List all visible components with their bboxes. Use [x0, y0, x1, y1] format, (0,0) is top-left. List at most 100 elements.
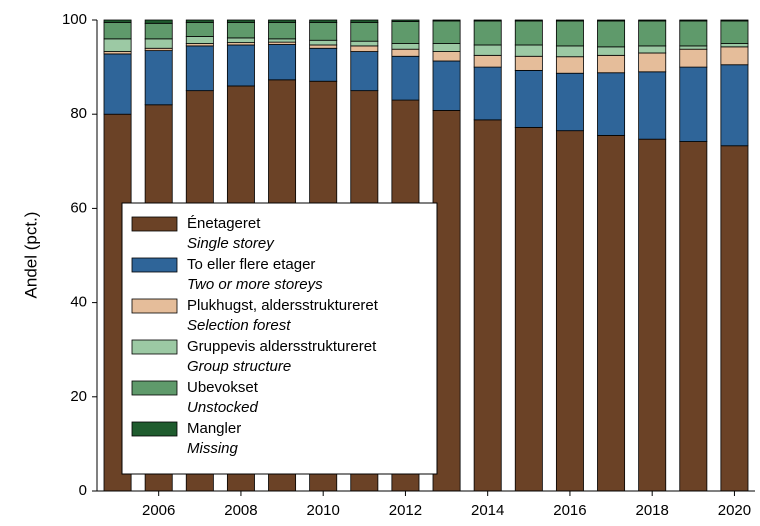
bar-segment	[350, 51, 379, 92]
bar-segment	[514, 55, 543, 71]
bar-segment	[144, 50, 173, 106]
legend-label-en: Group structure	[187, 358, 291, 375]
bar-segment	[555, 130, 584, 492]
bar-segment	[103, 53, 132, 115]
bar-segment	[555, 45, 584, 58]
y-tick-label: 20	[70, 388, 87, 405]
legend-label: Mangler	[187, 420, 241, 437]
bar-segment	[350, 45, 379, 52]
bar-segment	[638, 19, 667, 22]
bar-segment	[597, 134, 626, 492]
bar-segment	[309, 21, 338, 41]
bar-segment	[226, 44, 255, 87]
bar-segment	[391, 19, 420, 22]
bar-segment	[350, 19, 379, 23]
legend-swatch	[131, 298, 178, 314]
bar-segment	[391, 21, 420, 44]
bar-segment	[309, 39, 338, 46]
bar-segment	[185, 36, 214, 44]
bar-segment	[103, 38, 132, 52]
x-tick-label: 2016	[553, 502, 586, 519]
bar-segment	[597, 72, 626, 136]
legend-label: Ubevokset	[187, 379, 259, 396]
bar-segment	[514, 19, 543, 22]
bar-segment	[268, 44, 297, 81]
bar-segment	[103, 19, 132, 23]
bar-segment	[309, 19, 338, 23]
bar-segment	[103, 21, 132, 40]
legend-label: Énetageret	[187, 215, 261, 232]
bar-segment	[679, 20, 708, 47]
bar-segment	[679, 66, 708, 142]
bar-segment	[473, 119, 502, 492]
bar-segment	[268, 38, 297, 43]
legend-label-en: Selection forest	[187, 317, 291, 334]
bar-segment	[555, 20, 584, 47]
x-tick-label: 2014	[471, 502, 504, 519]
bar-segment	[226, 21, 255, 39]
x-tick-label: 2006	[142, 502, 175, 519]
y-tick-label: 0	[79, 482, 87, 499]
bar-segment	[185, 21, 214, 37]
bar-segment	[597, 46, 626, 56]
bar-segment	[514, 69, 543, 128]
bar-segment	[720, 46, 749, 66]
bar-segment	[432, 20, 461, 44]
y-axis-label: Andel (pct.)	[21, 212, 40, 299]
bar-segment	[144, 38, 173, 49]
bar-segment	[309, 47, 338, 82]
bar-segment	[720, 43, 749, 48]
bar-segment	[144, 22, 173, 40]
bar-segment	[350, 21, 379, 42]
bar-segment	[597, 54, 626, 74]
legend-swatch	[131, 339, 178, 355]
bar-segment	[185, 45, 214, 92]
bar-segment	[555, 72, 584, 132]
bar-segment	[514, 44, 543, 57]
bar-segment	[432, 19, 461, 22]
bar-segment	[720, 20, 749, 44]
x-tick-label: 2008	[224, 502, 257, 519]
bar-segment	[432, 43, 461, 52]
bar-segment	[350, 40, 379, 47]
bar-segment	[555, 19, 584, 22]
legend-swatch	[131, 380, 178, 396]
y-tick-label: 80	[70, 105, 87, 122]
bar-segment	[268, 19, 297, 23]
bar-segment	[391, 55, 420, 101]
bar-segment	[432, 60, 461, 111]
x-tick-label: 2020	[718, 502, 751, 519]
bar-segment	[555, 56, 584, 74]
bar-segment	[679, 48, 708, 68]
bar-segment	[514, 20, 543, 46]
bar-segment	[720, 64, 749, 147]
bar-segment	[391, 48, 420, 57]
legend-swatch	[131, 257, 178, 273]
y-tick-label: 40	[70, 294, 87, 311]
bar-segment	[473, 19, 502, 22]
legend-label: To eller flere etager	[187, 256, 315, 273]
bar-segment	[638, 45, 667, 54]
bar-segment	[185, 19, 214, 23]
bar-segment	[597, 19, 626, 22]
bar-segment	[144, 19, 173, 24]
bar-segment	[473, 54, 502, 68]
bar-segment	[638, 138, 667, 492]
bar-segment	[432, 51, 461, 62]
bar-segment	[226, 37, 255, 44]
legend-label: Plukhugst, aldersstruktureret	[187, 297, 379, 314]
bar-segment	[679, 19, 708, 22]
bar-segment	[268, 21, 297, 40]
bar-segment	[473, 66, 502, 121]
bar-segment	[473, 20, 502, 46]
bar-segment	[679, 141, 708, 492]
bar-segment	[679, 45, 708, 50]
legend-label-en: Unstocked	[187, 399, 259, 416]
legend-label-en: Single storey	[187, 235, 275, 252]
bar-segment	[638, 52, 667, 73]
bar-segment	[720, 19, 749, 22]
x-tick-label: 2010	[307, 502, 340, 519]
bar-segment	[473, 44, 502, 56]
bar-segment	[720, 145, 749, 492]
